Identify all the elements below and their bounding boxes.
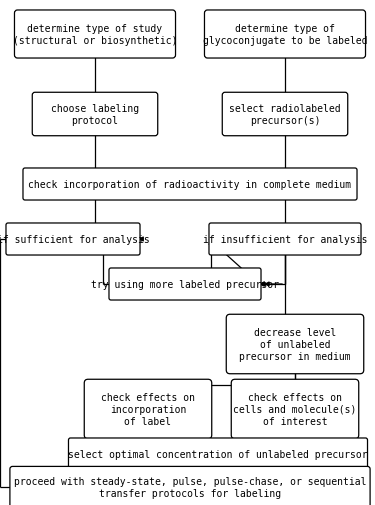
Text: check effects on
incorporation
of label: check effects on incorporation of label	[101, 392, 195, 426]
Text: check incorporation of radioactivity in complete medium: check incorporation of radioactivity in …	[28, 180, 352, 189]
FancyBboxPatch shape	[69, 438, 368, 470]
Text: if sufficient for analysis: if sufficient for analysis	[0, 234, 149, 244]
FancyBboxPatch shape	[109, 269, 261, 300]
FancyBboxPatch shape	[226, 315, 364, 374]
Text: select radiolabeled
precursor(s): select radiolabeled precursor(s)	[229, 104, 341, 126]
FancyBboxPatch shape	[231, 379, 359, 439]
Text: choose labeling
protocol: choose labeling protocol	[51, 104, 139, 126]
FancyBboxPatch shape	[10, 467, 370, 505]
Text: determine type of study
(structural or biosynthetic): determine type of study (structural or b…	[13, 24, 177, 46]
FancyBboxPatch shape	[15, 11, 176, 59]
Text: proceed with steady-state, pulse, pulse-chase, or sequential
transfer protocols : proceed with steady-state, pulse, pulse-…	[14, 476, 366, 498]
Text: try using more labeled precursor: try using more labeled precursor	[91, 279, 279, 289]
FancyBboxPatch shape	[32, 93, 158, 136]
FancyBboxPatch shape	[84, 379, 212, 439]
FancyBboxPatch shape	[209, 224, 361, 256]
Text: check effects on
cells and molecule(s)
of interest: check effects on cells and molecule(s) o…	[233, 392, 357, 426]
FancyBboxPatch shape	[222, 93, 348, 136]
Text: determine type of
glycoconjugate to be labeled: determine type of glycoconjugate to be l…	[203, 24, 367, 46]
Text: if insufficient for analysis: if insufficient for analysis	[203, 234, 367, 244]
Text: decrease level
of unlabeled
precursor in medium: decrease level of unlabeled precursor in…	[239, 327, 351, 361]
Text: select optimal concentration of unlabeled precursor: select optimal concentration of unlabele…	[68, 449, 368, 459]
FancyBboxPatch shape	[6, 224, 140, 256]
FancyBboxPatch shape	[204, 11, 366, 59]
FancyBboxPatch shape	[23, 169, 357, 200]
